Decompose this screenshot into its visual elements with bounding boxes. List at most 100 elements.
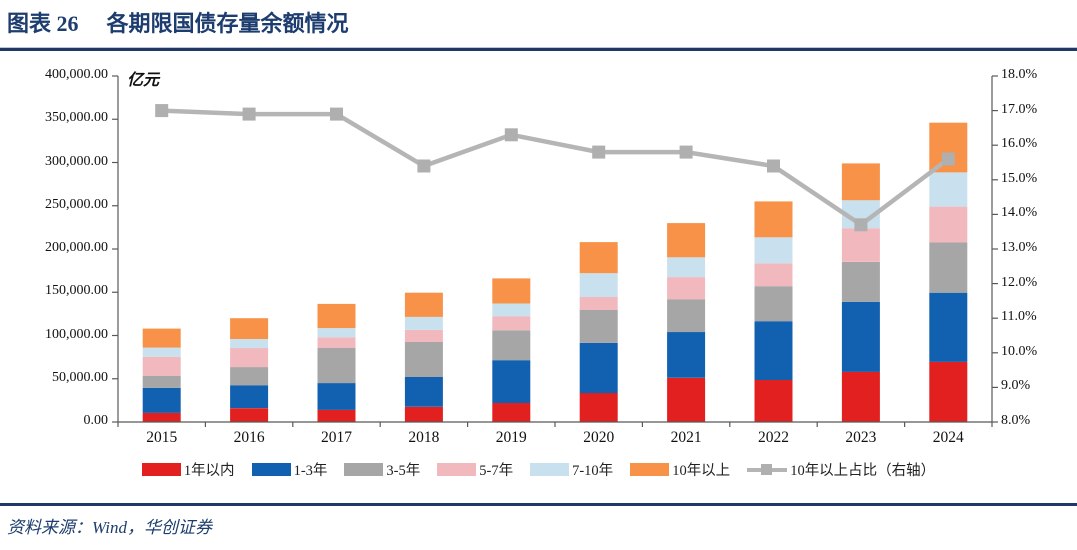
x-axis-label-2020: 2020 bbox=[583, 429, 615, 446]
bar-segment-2018-3-5年 bbox=[404, 342, 443, 377]
y-axis-label-right: 9.0% bbox=[1001, 378, 1031, 394]
y-axis-label-left: 200,000.00 bbox=[45, 240, 108, 255]
y-axis-label-left: 350,000.00 bbox=[45, 110, 108, 126]
ratio-marker-2016 bbox=[242, 107, 256, 121]
legend-label: 5-7年 bbox=[479, 462, 514, 479]
bar-segment-2021-3-5年 bbox=[667, 299, 706, 333]
bar-segment-2022-7-10年 bbox=[754, 237, 793, 264]
bar-segment-2021-1年以内 bbox=[667, 377, 706, 422]
x-axis-label-2017: 2017 bbox=[321, 429, 352, 446]
y-axis-label-right: 16.0% bbox=[1001, 136, 1038, 152]
axis-unit-label: 亿元 bbox=[127, 72, 160, 89]
bar-segment-2017-3-5年 bbox=[317, 348, 356, 383]
ratio-marker-2019 bbox=[504, 128, 518, 142]
legend-label: 10年以上占比（右轴） bbox=[790, 462, 936, 479]
bar-segment-2024-7-10年 bbox=[929, 172, 968, 207]
legend-swatch-icon bbox=[251, 462, 291, 476]
legend-line-marker-icon bbox=[747, 463, 788, 476]
bar-segment-2015-10年以上 bbox=[142, 328, 181, 348]
bar-segment-2021-7-10年 bbox=[667, 257, 706, 278]
bar-segment-2020-7-10年 bbox=[579, 273, 618, 297]
footer-divider bbox=[0, 503, 1077, 506]
ratio-marker-2017 bbox=[330, 107, 343, 121]
bar-segment-2015-3-5年 bbox=[142, 375, 181, 388]
ratio-marker-2024 bbox=[941, 152, 955, 166]
bar-segment-2016-10年以上 bbox=[230, 318, 269, 339]
y-axis-label-left: 300,000.00 bbox=[45, 153, 108, 169]
bar-segment-2024-1-3年 bbox=[929, 292, 968, 362]
bar-segment-2021-10年以上 bbox=[667, 223, 706, 258]
ratio-marker-2022 bbox=[767, 159, 780, 173]
x-axis-label-2022: 2022 bbox=[758, 429, 789, 446]
bar-segment-2015-1-3年 bbox=[142, 387, 181, 413]
bar-segment-2023-5-7年 bbox=[841, 228, 880, 262]
bar-segment-2018-7-10年 bbox=[404, 316, 443, 330]
y-axis-label-right: 8.0% bbox=[1001, 413, 1031, 428]
bar-segment-2017-5-7年 bbox=[317, 337, 356, 348]
figure-caption: 图表 26 各期限国债存量余额情况 bbox=[7, 6, 349, 38]
bar-segment-2020-10年以上 bbox=[579, 242, 618, 274]
y-axis-label-left: 400,000.00 bbox=[45, 67, 108, 82]
figure-title: 各期限国债存量余额情况 bbox=[106, 11, 349, 36]
legend-square-icon bbox=[761, 463, 773, 475]
bar-segment-2021-1-3年 bbox=[667, 332, 706, 378]
y-axis-label-right: 10.0% bbox=[1001, 343, 1038, 359]
ratio-line bbox=[161, 108, 950, 228]
bar-segment-2015-1年以内 bbox=[142, 412, 181, 422]
bar-segment-2017-7-10年 bbox=[317, 328, 356, 338]
legend-label: 1年以内 bbox=[183, 462, 235, 479]
bar-segment-2023-10年以上 bbox=[841, 163, 880, 201]
legend-label: 1-3年 bbox=[293, 462, 328, 479]
y-axis-label-left: 100,000.00 bbox=[45, 326, 108, 342]
ratio-marker-2015 bbox=[155, 104, 169, 118]
legend-label: 3-5年 bbox=[386, 462, 421, 479]
bar-segment-2016-3-5年 bbox=[230, 367, 269, 386]
bar-segment-2016-1-3年 bbox=[230, 385, 269, 409]
bar-segment-2017-1-3年 bbox=[317, 383, 356, 410]
ratio-marker-2021 bbox=[679, 145, 693, 159]
y-axis-label-right: 17.0% bbox=[1001, 101, 1038, 117]
y-axis-label-right: 13.0% bbox=[1001, 240, 1038, 255]
bar-segment-2019-10年以上 bbox=[492, 278, 531, 304]
y-axis-label-right: 11.0% bbox=[1001, 309, 1037, 325]
bar-segment-2023-1-3年 bbox=[841, 301, 880, 372]
ratio-marker-2020 bbox=[592, 145, 606, 159]
legend-swatch-icon bbox=[344, 462, 384, 476]
legend-swatch-icon bbox=[141, 462, 181, 476]
bar-segment-2022-1-3年 bbox=[754, 321, 793, 380]
bar-segment-2022-3-5年 bbox=[754, 286, 793, 322]
bar-segment-2019-5-7年 bbox=[492, 316, 531, 331]
bar-segment-2015-5-7年 bbox=[142, 356, 181, 376]
bar-segment-2020-5-7年 bbox=[579, 297, 618, 310]
x-axis-label-2015: 2015 bbox=[146, 429, 178, 446]
bar-segment-2019-1-3年 bbox=[492, 360, 531, 403]
bar-segment-2020-1年以内 bbox=[579, 393, 618, 422]
y-axis-label-right: 18.0% bbox=[1001, 67, 1038, 82]
bar-segment-2024-5-7年 bbox=[929, 206, 968, 243]
bar-segment-2019-3-5年 bbox=[492, 330, 531, 361]
bar-segment-2023-3-5年 bbox=[841, 262, 880, 302]
legend: 1年以内 1-3年 3-5年 5-7年 7-10年 10年以上 10年以上占比（右轴） bbox=[0, 456, 1077, 482]
figure-number: 图表 26 bbox=[7, 11, 79, 36]
legend-swatch-icon bbox=[630, 462, 670, 476]
y-axis-label-left: 50,000.00 bbox=[52, 369, 108, 385]
legend-item-5-7年: 5-7年 bbox=[437, 459, 513, 480]
bar-segment-2020-3-5年 bbox=[579, 310, 618, 343]
x-axis-label-2019: 2019 bbox=[495, 429, 527, 446]
x-axis-label-2018: 2018 bbox=[408, 429, 440, 446]
x-axis-label-2016: 2016 bbox=[233, 429, 265, 446]
x-axis-label-2021: 2021 bbox=[670, 429, 702, 446]
bar-segment-2022-10年以上 bbox=[754, 201, 793, 238]
bar-segment-2023-1年以内 bbox=[841, 371, 880, 422]
y-axis-label-right: 14.0% bbox=[1001, 205, 1038, 221]
legend-swatch-icon bbox=[437, 462, 477, 476]
legend-swatch-icon bbox=[530, 462, 570, 476]
legend-item-10年以上: 10年以上 bbox=[630, 459, 730, 480]
bar-segment-2024-3-5年 bbox=[929, 242, 968, 293]
legend-label: 10年以上 bbox=[672, 462, 731, 479]
legend-item-1年以内: 1年以内 bbox=[141, 459, 235, 480]
bar-segment-2016-1年以内 bbox=[230, 408, 269, 422]
y-axis-label-left: 150,000.00 bbox=[45, 283, 108, 299]
